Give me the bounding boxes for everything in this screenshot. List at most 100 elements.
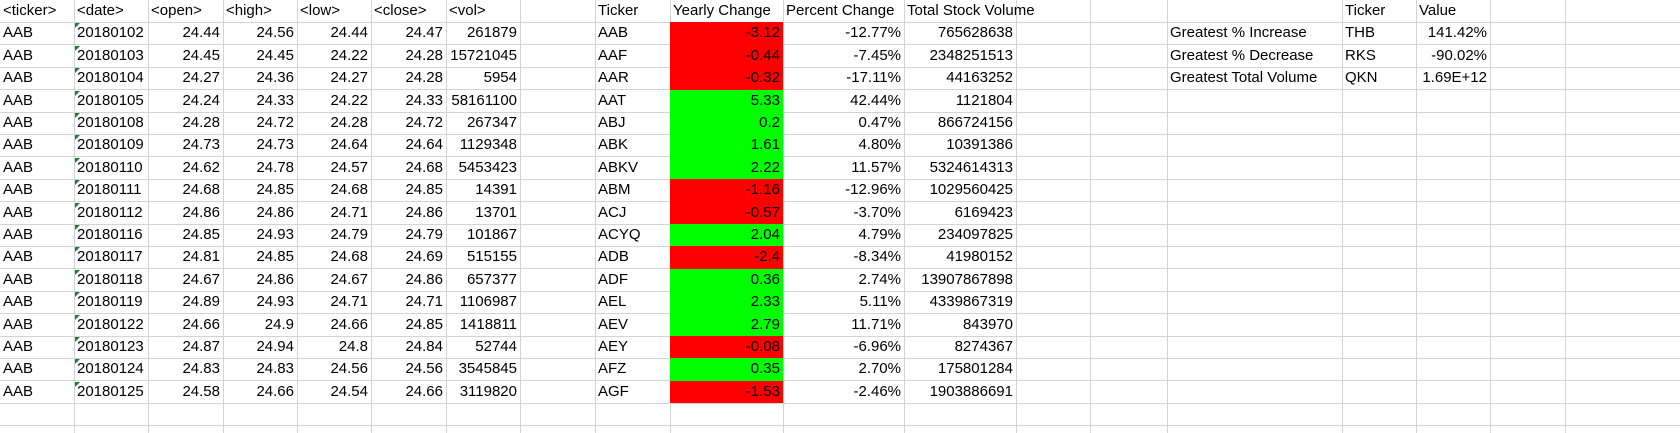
total-volume-cell[interactable]: 866724156 [937,114,1013,131]
raw-data-cell[interactable]: 24.86 [405,270,443,288]
percent-change-cell[interactable]: 42.44% [850,91,901,109]
raw-data-cell[interactable]: 24.28 [405,69,443,87]
raw-data-cell[interactable]: 24.78 [256,158,294,176]
raw-data-cell[interactable]: 24.73 [256,136,294,154]
raw-data-cell[interactable]: AAB [3,315,34,333]
raw-data-cell[interactable]: 24.79 [405,226,443,243]
greatest-value-cell[interactable]: 1.69E+12 [1422,69,1487,87]
raw-data-cell[interactable]: 24.71 [405,293,443,311]
raw-data-cell[interactable]: 1106987 [459,293,517,311]
raw-data-cell[interactable]: AAB [3,270,34,288]
summary-ticker-cell[interactable]: AAT [598,91,627,109]
percent-change-cell[interactable]: -7.45% [853,46,901,64]
raw-data-cell[interactable]: 24.71 [330,293,368,311]
summary-ticker-cell[interactable]: AEY [598,338,629,355]
summary-ticker-cell[interactable]: ABK [598,136,629,154]
total-volume-cell[interactable]: 10391386 [946,136,1013,154]
raw-data-cell[interactable]: AAB [3,181,34,199]
raw-data-cell[interactable]: 58161100 [451,91,517,109]
date-cell[interactable]: 20180117 [77,248,143,266]
yearly-change-cell[interactable]: 5.33 [750,91,780,109]
total-volume-cell[interactable]: 13907867898 [921,270,1013,288]
raw-data-cell[interactable]: 1129348 [459,136,517,154]
yearly-change-cell[interactable]: 0.35 [750,360,780,378]
raw-data-cell[interactable]: 261879 [466,24,517,42]
date-cell[interactable]: 20180110 [77,158,143,176]
raw-data-cell[interactable]: 24.62 [182,158,220,176]
raw-data-cell[interactable]: 24.9 [264,315,294,333]
raw-data-cell[interactable]: 24.86 [182,203,220,221]
raw-header-cell[interactable]: <date> [77,2,124,19]
raw-data-cell[interactable]: 24.22 [330,91,368,109]
raw-data-cell[interactable]: AAB [3,136,34,154]
raw-header-cell[interactable]: <low> [300,2,341,19]
yearly-change-cell[interactable]: -0.32 [745,69,780,87]
raw-data-cell[interactable]: AAB [3,382,34,400]
raw-data-cell[interactable]: 24.24 [182,91,220,109]
raw-data-cell[interactable]: 24.33 [405,91,443,109]
yearly-change-cell[interactable]: 2.04 [750,226,780,243]
raw-data-cell[interactable]: 24.56 [405,360,443,378]
raw-data-cell[interactable]: 24.45 [182,46,220,64]
raw-data-cell[interactable]: 24.86 [256,203,294,221]
yearly-change-cell[interactable]: 2.22 [750,158,780,176]
raw-data-cell[interactable]: 24.57 [330,158,368,176]
date-cell[interactable]: 20180105 [77,91,144,109]
raw-data-cell[interactable]: 24.36 [256,69,294,87]
percent-change-cell[interactable]: -12.96% [845,181,901,199]
raw-data-cell[interactable]: 24.66 [330,315,368,333]
summary-ticker-cell[interactable]: AEV [598,315,629,333]
raw-data-cell[interactable]: 657377 [466,270,517,288]
percent-change-cell[interactable]: -3.70% [853,203,901,221]
yearly-change-cell[interactable]: -1.16 [745,181,780,199]
raw-data-cell[interactable]: 24.85 [256,181,294,199]
raw-data-cell[interactable]: 24.79 [330,226,368,243]
raw-data-cell[interactable]: 24.85 [405,181,443,199]
raw-data-cell[interactable]: 24.44 [330,24,368,42]
raw-data-cell[interactable]: 24.67 [330,270,368,288]
summary-ticker-cell[interactable]: AAB [598,24,629,42]
percent-change-cell[interactable]: -2.46% [853,382,901,400]
raw-data-cell[interactable]: 515155 [466,248,517,266]
percent-change-cell[interactable]: 11.71% [851,315,901,333]
percent-change-cell[interactable]: -6.96% [853,338,901,355]
summary-ticker-cell[interactable]: ABKV [598,158,639,176]
raw-data-cell[interactable]: AAB [3,24,34,42]
total-volume-cell[interactable]: 1903886691 [929,382,1013,400]
raw-data-cell[interactable]: 24.73 [182,136,220,154]
percent-change-cell[interactable]: 2.74% [858,270,901,288]
raw-data-cell[interactable]: 5453423 [458,158,517,176]
date-cell[interactable]: 20180123 [77,338,144,355]
total-volume-cell[interactable]: 175801284 [937,360,1013,378]
yearly-change-cell[interactable]: 0.36 [750,270,780,288]
date-cell[interactable]: 20180122 [77,315,144,333]
yearly-change-cell[interactable]: 2.33 [750,293,780,311]
raw-data-cell[interactable]: AAB [3,226,34,243]
raw-data-cell[interactable]: AAB [3,91,34,109]
total-volume-cell[interactable]: 8274367 [954,338,1013,355]
raw-data-cell[interactable]: 24.68 [330,181,368,199]
raw-data-cell[interactable]: 14391 [475,181,517,199]
raw-data-cell[interactable]: AAB [3,114,34,131]
greatest-value-cell[interactable]: 141.42% [1427,24,1487,42]
raw-data-cell[interactable]: 24.68 [330,248,368,266]
raw-data-cell[interactable]: 24.27 [330,69,368,87]
raw-data-cell[interactable]: 267347 [466,114,517,131]
summary-ticker-cell[interactable]: ABM [598,181,631,199]
date-cell[interactable]: 20180104 [77,69,144,87]
summary-ticker-cell[interactable]: ABJ [598,114,626,131]
greatest-label-cell[interactable]: Greatest % Decrease [1170,46,1314,64]
raw-data-cell[interactable]: 15721045 [450,46,517,64]
raw-data-cell[interactable]: 24.66 [256,382,294,400]
raw-data-cell[interactable]: 24.85 [405,315,443,333]
raw-header-cell[interactable]: <ticker> [3,2,57,19]
raw-header-cell[interactable]: <open> [151,2,202,19]
raw-data-cell[interactable]: 24.93 [256,293,294,311]
greatest-value-cell[interactable]: -90.02% [1431,46,1487,64]
percent-change-cell[interactable]: 0.47% [858,114,901,131]
yearly-change-cell[interactable]: -1.53 [745,382,780,400]
raw-data-cell[interactable]: 24.86 [405,203,443,221]
date-cell[interactable]: 20180112 [77,203,143,221]
raw-data-cell[interactable]: 24.44 [182,24,220,42]
total-volume-cell[interactable]: 843970 [962,315,1013,333]
